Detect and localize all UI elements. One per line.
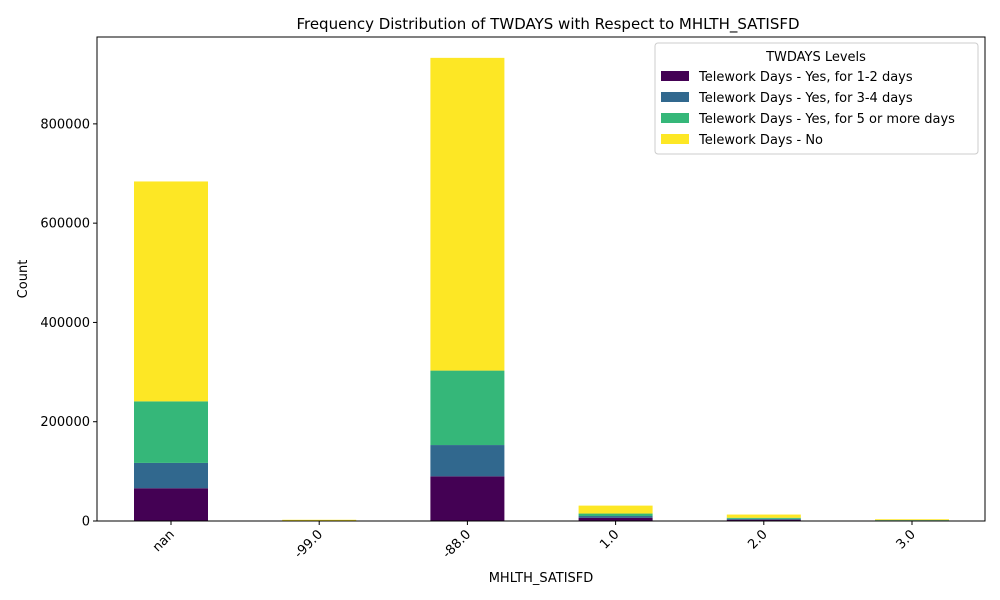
x-tick-label: 3.0 bbox=[894, 527, 919, 552]
bar-2.0-series-2 bbox=[726, 517, 801, 519]
bar--88.0-series-1 bbox=[430, 445, 505, 477]
legend-title: TWDAYS Levels bbox=[765, 50, 866, 65]
x-tick-label: 2.0 bbox=[745, 527, 770, 552]
y-tick-label: 400000 bbox=[40, 316, 90, 331]
bars-layer bbox=[134, 57, 949, 521]
bar-2.0-series-1 bbox=[726, 518, 801, 520]
bar-2.0-series-3 bbox=[726, 514, 801, 518]
legend-entry-label: Telework Days - Yes, for 5 or more days bbox=[698, 112, 955, 127]
bar-nan-series-1 bbox=[134, 462, 208, 489]
bar-2.0-series-0 bbox=[726, 519, 801, 521]
bar-nan-series-2 bbox=[134, 401, 208, 463]
x-axis: nan -99.0 -88.0 1.0 2.0 3.0 bbox=[150, 521, 919, 562]
chart-title: Frequency Distribution of TWDAYS with Re… bbox=[296, 15, 799, 34]
x-tick-label: nan bbox=[150, 527, 178, 555]
legend-swatch bbox=[661, 113, 689, 123]
bar--88.0-series-3 bbox=[430, 57, 505, 371]
bar--88.0-series-2 bbox=[430, 370, 505, 446]
y-axis: 0 200000 400000 600000 800000 bbox=[40, 117, 97, 530]
plot-frame bbox=[96, 36, 986, 522]
legend-box bbox=[654, 42, 979, 155]
bar-1.0-series-3 bbox=[578, 505, 653, 514]
y-tick-label: 800000 bbox=[40, 117, 90, 132]
legend-entry-label: Telework Days - Yes, for 3-4 days bbox=[698, 91, 913, 106]
bar--88.0-series-0 bbox=[430, 476, 505, 521]
bar-1.0-series-0 bbox=[578, 517, 653, 521]
bar--99.0-series-3 bbox=[282, 519, 357, 521]
bar-nan-series-0 bbox=[134, 488, 208, 521]
x-tick-label: -99.0 bbox=[292, 527, 326, 561]
x-tick-label: 1.0 bbox=[597, 527, 622, 552]
legend-swatch bbox=[661, 134, 689, 144]
bar-3.0-series-3 bbox=[875, 519, 949, 521]
bar-1.0-series-2 bbox=[578, 513, 653, 517]
legend-swatch bbox=[661, 71, 689, 81]
x-axis-label: MHLTH_SATISFD bbox=[489, 571, 594, 586]
y-tick-label: 600000 bbox=[40, 217, 90, 232]
bar-nan-series-3 bbox=[134, 181, 208, 402]
legend-items: Telework Days - Yes, for 1-2 days Telewor… bbox=[661, 70, 955, 148]
legend-entry-label: Telework Days - Yes, for 1-2 days bbox=[698, 70, 913, 85]
y-axis-label: Count bbox=[16, 260, 31, 299]
legend-entry-label: Telework Days - No bbox=[698, 133, 823, 148]
y-tick-label: 0 bbox=[82, 515, 90, 530]
y-tick-label: 200000 bbox=[40, 415, 90, 430]
legend: TWDAYS Levels Telework Days - Yes, for 1… bbox=[654, 42, 979, 155]
x-tick-label: -88.0 bbox=[440, 527, 474, 561]
legend-swatch bbox=[661, 92, 689, 102]
bar-1.0-series-1 bbox=[578, 516, 653, 518]
